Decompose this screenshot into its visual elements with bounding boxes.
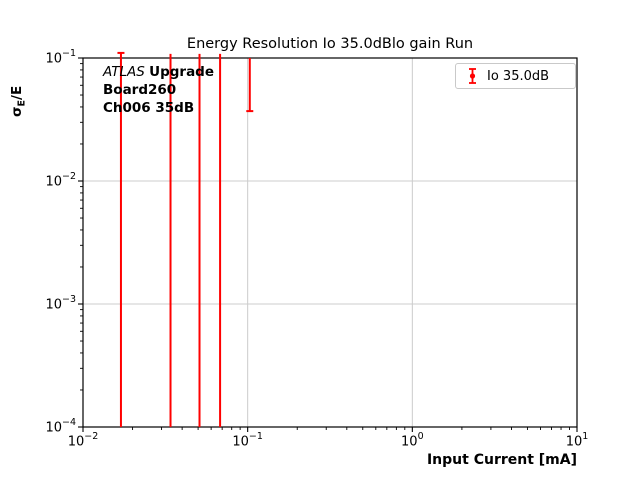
annotation-line-2: Board260 xyxy=(103,82,177,98)
y-tick-label: 10−1 xyxy=(45,48,76,67)
axes-spines xyxy=(82,57,578,428)
plot-annotation: ATLAS Upgrade Board260 Ch006 35dB xyxy=(103,63,214,117)
annotation-line-3: Ch006 35dB xyxy=(103,100,195,116)
y-tick-label: 10−3 xyxy=(45,294,76,313)
chart-title: Energy Resolution Io 35.0dBlo gain Run xyxy=(186,36,474,52)
x-tick-label: 10−1 xyxy=(232,431,263,450)
x-axis-label: Input Current [mA] xyxy=(426,452,577,468)
y-tick-label: 10−4 xyxy=(45,417,76,436)
y-tick-label: 10−2 xyxy=(45,171,76,190)
ylabel-subscript: E xyxy=(16,99,28,107)
upgrade-label: Upgrade xyxy=(149,64,215,80)
ylabel-rest: /E xyxy=(9,85,25,100)
y-axis-label: σE/E xyxy=(9,86,28,117)
x-tick-label: 10−2 xyxy=(67,431,99,450)
x-tick-label: 101 xyxy=(565,431,589,450)
x-tick-label: 100 xyxy=(401,431,424,450)
ylabel-sigma: σ xyxy=(9,106,25,117)
legend-box: Io 35.0dB xyxy=(455,63,576,89)
atlas-label: ATLAS xyxy=(103,64,145,80)
annotation-line-1: ATLAS Upgrade xyxy=(103,63,214,81)
legend-label: Io 35.0dB xyxy=(487,68,550,84)
legend-errorbar-icon xyxy=(469,68,476,84)
